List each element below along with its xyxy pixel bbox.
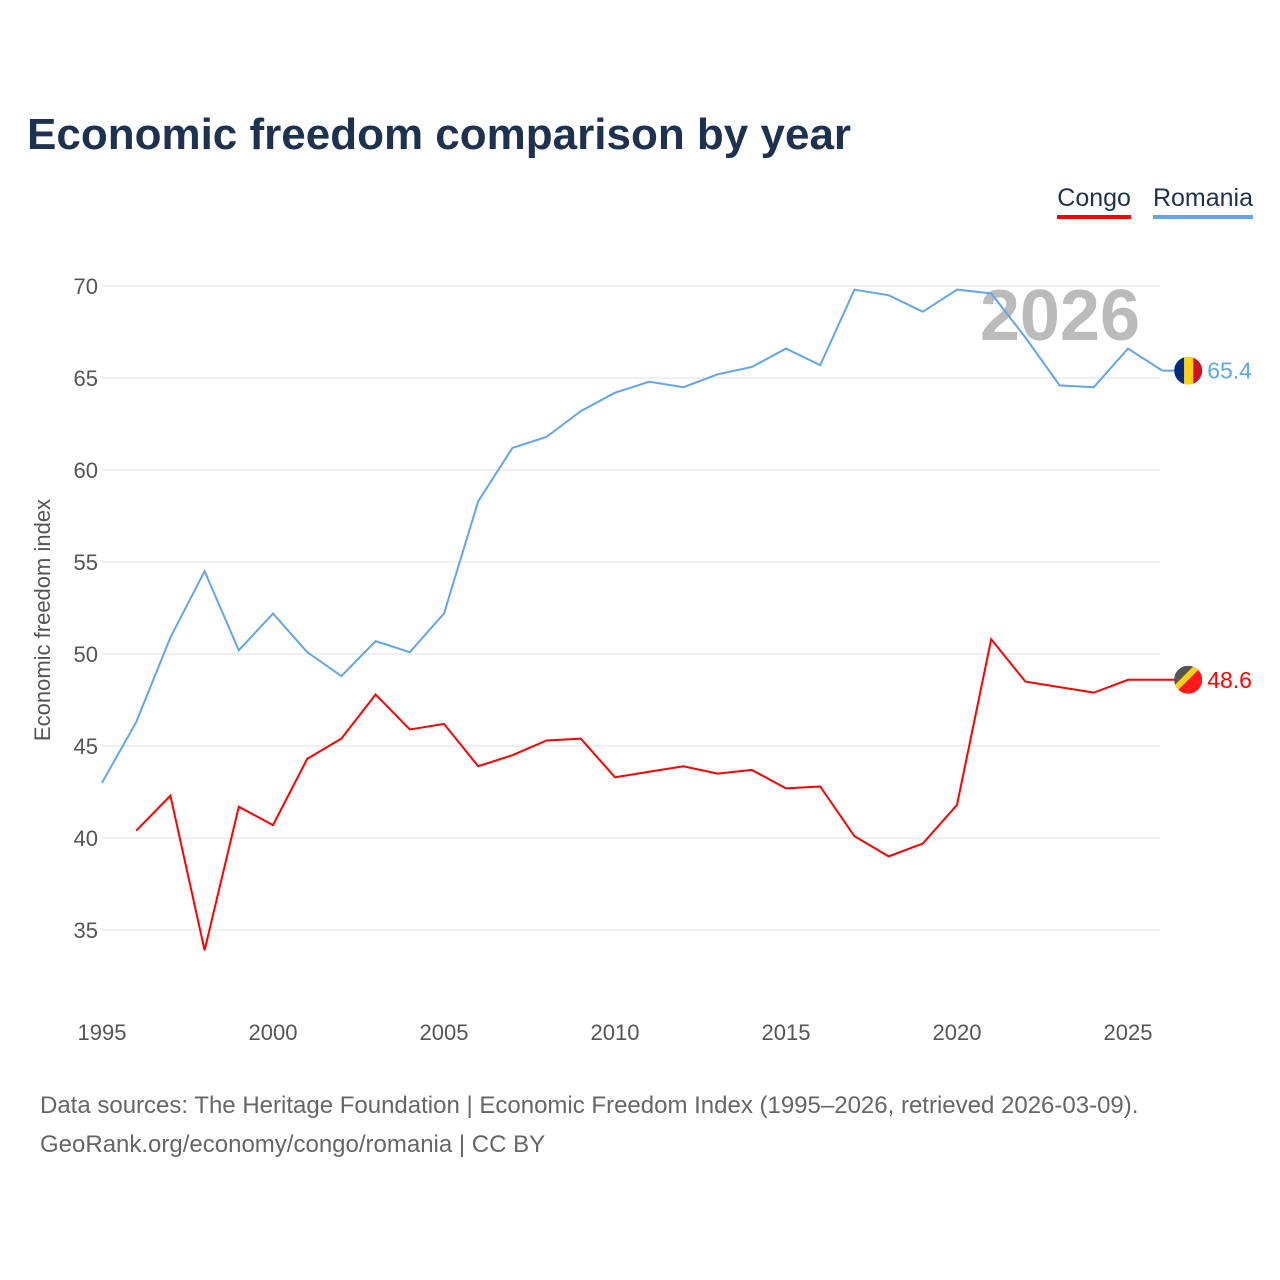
x-tick-label: 2025 bbox=[1104, 1020, 1153, 1045]
watermark-year: 2026 bbox=[980, 276, 1140, 356]
x-tick-label: 2015 bbox=[762, 1020, 811, 1045]
legend-romania[interactable]: Romania bbox=[1152, 184, 1253, 219]
y-tick-label: 45 bbox=[74, 734, 98, 759]
end-value-label: 65.4 bbox=[1207, 358, 1252, 384]
y-tick-label: 35 bbox=[74, 918, 98, 943]
flag-icon-romania bbox=[1174, 356, 1203, 385]
series-line-congo bbox=[135, 637, 1163, 951]
flag-icon-congo bbox=[1174, 665, 1203, 694]
x-tick-label: 2020 bbox=[933, 1020, 982, 1045]
flag-stripe bbox=[1174, 356, 1185, 385]
flag bbox=[1174, 665, 1203, 694]
chart-title: Economic freedom comparison by year bbox=[27, 110, 852, 159]
footer-link[interactable]: GeoRank.org/economy/congo/romania | CC B… bbox=[40, 1131, 546, 1158]
y-tick-label: 65 bbox=[74, 366, 98, 391]
x-tick-label: 1995 bbox=[78, 1020, 127, 1045]
flag bbox=[1174, 356, 1203, 385]
y-tick-label: 50 bbox=[74, 642, 98, 667]
y-tick-label: 40 bbox=[74, 826, 98, 851]
flag-stripe bbox=[1193, 356, 1203, 385]
y-axis-label: Economic freedom index bbox=[30, 499, 55, 741]
x-tick-label: 2000 bbox=[249, 1020, 298, 1045]
legend: Congo Romania bbox=[1057, 184, 1253, 219]
flag-stripe bbox=[1184, 356, 1194, 385]
footer-sources: Data sources: The Heritage Foundation | … bbox=[40, 1092, 1139, 1119]
x-tick-label: 2005 bbox=[420, 1020, 469, 1045]
end-value-label: 48.6 bbox=[1207, 667, 1252, 693]
y-tick-label: 60 bbox=[74, 458, 98, 483]
series-line-romania bbox=[101, 288, 1163, 784]
legend-congo[interactable]: Congo bbox=[1057, 184, 1131, 219]
flag-stripe bbox=[1174, 665, 1203, 694]
x-tick-label: 2010 bbox=[591, 1020, 640, 1045]
y-tick-label: 55 bbox=[74, 550, 98, 575]
footer: Data sources: The Heritage Foundation | … bbox=[40, 1086, 1138, 1164]
y-tick-label: 70 bbox=[74, 274, 98, 299]
